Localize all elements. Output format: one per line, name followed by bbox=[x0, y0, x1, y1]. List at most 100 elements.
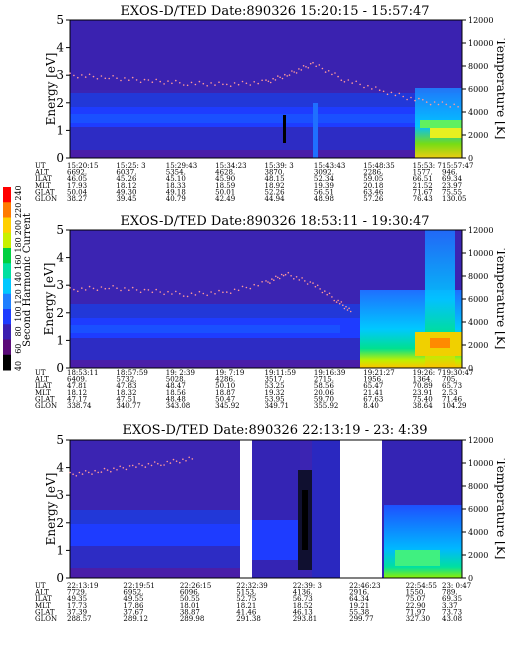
orbit-cell: 49.30 bbox=[116, 188, 136, 196]
orbit-cell: 50.04 bbox=[67, 188, 88, 196]
orbit-cell: 37.39 bbox=[67, 608, 87, 616]
orbit-cell: 22:13:19 bbox=[67, 582, 98, 590]
temperature-point bbox=[169, 462, 172, 464]
orbit-row-label: MLT bbox=[35, 389, 51, 397]
temperature-point bbox=[163, 293, 165, 296]
temperature-point bbox=[186, 84, 189, 87]
orbit-cell: 2916. bbox=[349, 589, 369, 597]
orbit-cell: 705. bbox=[442, 376, 458, 384]
temperature-point bbox=[293, 278, 295, 280]
temperature-point bbox=[406, 98, 408, 101]
orbit-cell: 48.48 bbox=[166, 395, 186, 403]
temperature-point bbox=[275, 275, 277, 278]
orbit-cell: 340.77 bbox=[116, 402, 141, 410]
orbit-cell: 55.38 bbox=[349, 608, 369, 616]
temperature-point bbox=[284, 73, 286, 76]
orbit-cell: 43.08 bbox=[442, 615, 462, 623]
temperature-point bbox=[77, 290, 79, 293]
orbit-cell: 18.21 bbox=[236, 602, 256, 610]
temperature-point bbox=[309, 281, 312, 283]
orbit-cell: 52.26 bbox=[265, 188, 286, 196]
orbit-cell: 50.55 bbox=[180, 595, 200, 603]
orbit-cell: 20.18 bbox=[363, 182, 383, 190]
temperature-point bbox=[139, 81, 142, 84]
temperature-point bbox=[453, 103, 456, 106]
panel-2-energy-ticks: 0 1 2 3 4 5 bbox=[56, 223, 70, 375]
temperature-point bbox=[301, 277, 303, 279]
temperature-point bbox=[131, 76, 134, 79]
temperature-tick-label: 2000 bbox=[468, 341, 488, 350]
orbit-cell: 15:20:15 bbox=[67, 162, 98, 170]
colorbar-swatch bbox=[3, 278, 11, 295]
temperature-point bbox=[81, 74, 83, 76]
orbit-cell: 56.51 bbox=[314, 188, 334, 196]
temperature-point bbox=[233, 82, 236, 84]
energy-tick-label: 4 bbox=[56, 461, 64, 475]
temperature-point bbox=[186, 295, 189, 298]
orbit-cell: 75.55 bbox=[442, 188, 462, 196]
temperature-tick-label: 12000 bbox=[468, 226, 493, 235]
orbit-cell: 19: 7:19 bbox=[215, 369, 244, 377]
temperature-point bbox=[198, 290, 201, 293]
temperature-point bbox=[337, 75, 339, 78]
orbit-cell: 73.73 bbox=[442, 608, 462, 616]
temperature-tick-label: 6000 bbox=[468, 295, 488, 304]
temperature-point bbox=[175, 460, 178, 463]
panel-2-ylabel: Energy [eV] bbox=[42, 263, 56, 336]
orbit-cell: 75.07 bbox=[406, 595, 426, 603]
panel-3-temperature-ticks: 0 2000 4000 6000 8000 10000 12000 bbox=[462, 436, 493, 583]
temperature-point bbox=[96, 78, 99, 80]
colorbar-swatch bbox=[3, 324, 11, 340]
orbit-cell: 22:32:39 bbox=[236, 582, 267, 590]
temperature-point bbox=[279, 76, 281, 79]
temperature-point bbox=[265, 79, 267, 81]
orbit-cell: 288.57 bbox=[67, 615, 92, 623]
temperature-point bbox=[226, 291, 228, 293]
temperature-point bbox=[147, 289, 150, 291]
orbit-cell: 22:19:51 bbox=[123, 582, 154, 590]
temperature-point bbox=[287, 271, 290, 274]
temperature-point bbox=[108, 77, 110, 80]
orbit-cell: 104.29 bbox=[442, 402, 467, 410]
orbit-cell: 15:53: 7 bbox=[413, 162, 442, 170]
energy-tick-label: 5 bbox=[56, 13, 64, 27]
temperature-point bbox=[355, 80, 358, 83]
orbit-cell: 1577. bbox=[413, 169, 433, 177]
temperature-point bbox=[202, 82, 205, 85]
orbit-cell: 57.26 bbox=[363, 195, 384, 203]
temperature-tick-label: 10000 bbox=[468, 249, 493, 258]
temperature-tick-label: 4000 bbox=[468, 528, 488, 537]
temperature-point bbox=[429, 103, 432, 106]
colorbar-tick-label: 180 bbox=[14, 237, 23, 252]
temperature-point bbox=[116, 287, 118, 290]
panel-2-title: EXOS-D/TED Date:890326 18:53:11 - 19:30:… bbox=[120, 214, 429, 229]
temperature-point bbox=[143, 78, 146, 81]
temperature-point bbox=[333, 299, 336, 302]
orbit-cell: 299.77 bbox=[349, 615, 374, 623]
temperature-point bbox=[316, 284, 319, 287]
panel-1-energy-ticks: 0 1 2 3 4 5 bbox=[56, 13, 70, 165]
temperature-point bbox=[81, 473, 84, 475]
temperature-point bbox=[324, 71, 327, 73]
temperature-point bbox=[69, 287, 71, 289]
panel-2-temperature-trace bbox=[69, 271, 352, 313]
temperature-point bbox=[249, 84, 252, 86]
temperature-tick-label: 0 bbox=[468, 364, 473, 373]
temperature-point bbox=[312, 61, 314, 64]
temperature-point bbox=[73, 74, 75, 77]
temperature-point bbox=[425, 101, 428, 103]
temperature-point bbox=[337, 299, 339, 302]
temperature-point bbox=[116, 469, 118, 471]
temperature-point bbox=[272, 77, 274, 80]
orbit-cell: 1364. bbox=[413, 376, 433, 384]
orbit-cell: 38.64 bbox=[413, 402, 434, 410]
energy-tick-label: 2 bbox=[56, 516, 64, 530]
temperature-point bbox=[151, 291, 154, 294]
orbit-cell: 17.93 bbox=[67, 182, 87, 190]
temperature-point bbox=[81, 287, 83, 289]
orbit-cell: 6096. bbox=[180, 589, 200, 597]
orbit-cell: 19.39 bbox=[314, 182, 334, 190]
temperature-point bbox=[167, 80, 169, 82]
temperature-point bbox=[229, 292, 232, 295]
temperature-point bbox=[390, 91, 393, 94]
